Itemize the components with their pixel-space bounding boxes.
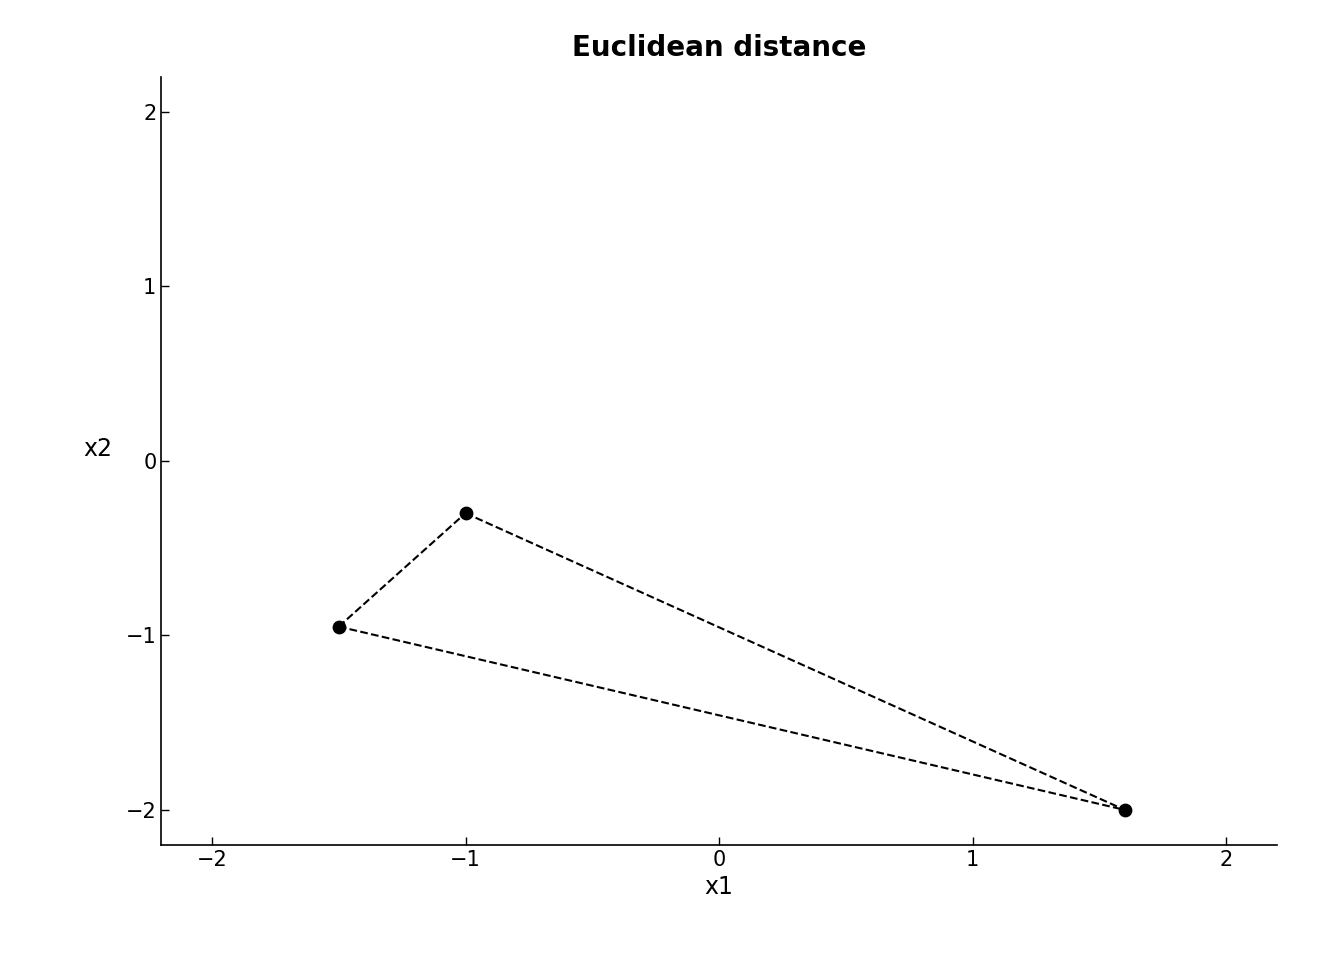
X-axis label: x1: x1: [704, 876, 734, 900]
Point: [1114, 803, 1136, 818]
Title: Euclidean distance: Euclidean distance: [571, 34, 867, 62]
Point: [454, 506, 476, 521]
Point: [328, 619, 349, 635]
Y-axis label: x2: x2: [83, 437, 113, 461]
